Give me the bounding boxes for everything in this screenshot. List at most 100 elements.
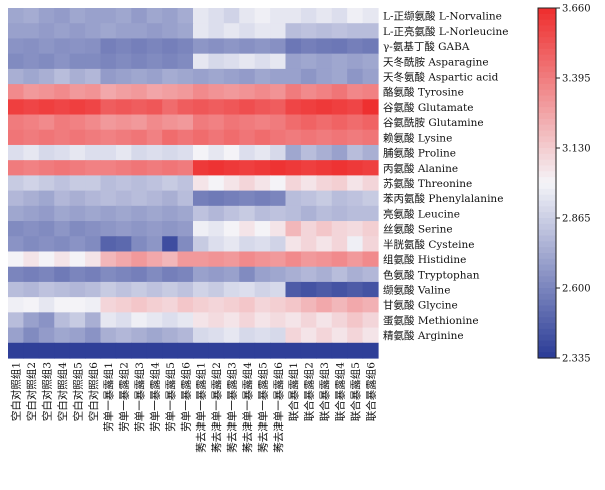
heatmap-cell [131,8,148,24]
heatmap-cell [208,297,225,313]
heatmap-cell [54,281,71,298]
row-label: 天冬氨酸 Aspartic acid [383,70,499,83]
row-label: 丙氨酸 Alanine [383,162,458,175]
colorbar-segment [538,352,556,359]
heatmap-cell [208,53,225,70]
heatmap-cell [115,38,132,55]
heatmap-cell [362,281,379,298]
heatmap-cell [331,53,348,70]
heatmap-cell [362,144,379,161]
heatmap-cell [177,251,194,268]
heatmap-cell [177,68,194,85]
heatmap-cell [239,38,256,55]
column-label: 空白对照组4 [56,362,69,421]
heatmap-cell [146,84,163,100]
heatmap-cell [54,38,71,55]
heatmap-cell [23,84,40,100]
heatmap-cell [270,160,287,176]
heatmap-cell [8,99,25,116]
heatmap-cell [85,53,102,70]
heatmap-cell [177,38,194,55]
row-label: 谷氨酰胺 Glutamine [383,116,484,129]
heatmap-cell [100,99,117,116]
colorbar-segment [538,83,556,91]
heatmap-cell [100,23,117,40]
heatmap-cell [38,312,55,329]
heatmap-cell [300,38,317,55]
heatmap-cell [69,327,86,344]
heatmap-cell [146,205,163,222]
heatmap-cell [223,8,240,24]
heatmap-cell [38,236,55,253]
column-label: 空白对照组5 [71,362,84,421]
heatmap-cell [69,251,86,268]
heatmap-cell [8,342,25,359]
heatmap-cell [115,251,132,268]
colorbar-segment [538,212,556,219]
heatmap-cell [362,297,379,313]
colorbar-segment [538,264,556,272]
heatmap-cell [193,144,210,161]
heatmap-cell [270,68,287,85]
colorbar-segment [538,66,556,73]
heatmap-cell [54,68,71,85]
column-labels: 空白对照组1 空白对照组2 空白对照组3 空白对照组4 空白对照组5 空白对照组6 劳单一暴… [10,362,378,453]
heatmap-cell [177,175,194,192]
heatmap-cell [177,190,194,207]
heatmap-cell [270,266,287,283]
colorbar-tick-label: 3.660 [562,4,591,15]
heatmap-cell [23,297,40,313]
heatmap-cell [300,190,317,207]
heatmap-cell [285,205,302,222]
heatmap-cell [239,281,256,298]
heatmap-cell [223,99,240,116]
heatmap-cell [146,236,163,253]
heatmap-cell [162,8,179,24]
heatmap-cell [131,160,148,176]
heatmap-cell [316,68,333,85]
heatmap-cell [331,129,348,146]
heatmap-cell [8,281,25,298]
heatmap-cell [316,327,333,344]
heatmap-cell [285,175,302,192]
heatmap-cell [193,266,210,283]
heatmap-cell [362,175,379,192]
heatmap-cell [285,144,302,161]
heatmap-cell [131,84,148,100]
heatmap-cell [239,144,256,161]
heatmap-cell [85,266,102,283]
heatmap-cell [85,312,102,329]
heatmap-cell [131,68,148,85]
heatmap-cell [347,8,364,24]
heatmap-cell [131,297,148,313]
heatmap-cell [8,236,25,253]
heatmap-cell [115,236,132,253]
heatmap-cell [285,114,302,131]
heatmap-cell [162,236,179,253]
heatmap-cell [69,312,86,329]
colorbar-segment [538,206,556,213]
heatmap-cell [38,129,55,146]
heatmap-cell [347,251,364,268]
heatmap-cell [8,312,25,329]
heatmap-cell [254,342,271,359]
heatmap-cell [85,205,102,222]
colorbar-segment [538,124,556,132]
heatmap-cell [69,84,86,100]
heatmap-cell [300,342,317,359]
heatmap-cell [100,160,117,176]
heatmap-cell [208,84,225,100]
heatmap-cell [38,175,55,192]
heatmap-cell [223,23,240,40]
heatmap-cell [177,221,194,237]
colorbar-segment [538,188,556,196]
column-label: 联合暴露组4 [333,362,346,421]
heatmap-cell [54,144,71,161]
heatmap-cell [285,312,302,329]
heatmap-cell [193,312,210,329]
heatmap-cell [54,23,71,40]
heatmap-cell [177,297,194,313]
column-label: 劳单一暴露组6 [179,362,192,432]
heatmap-cell [362,84,379,100]
heatmap-cell [316,312,333,329]
